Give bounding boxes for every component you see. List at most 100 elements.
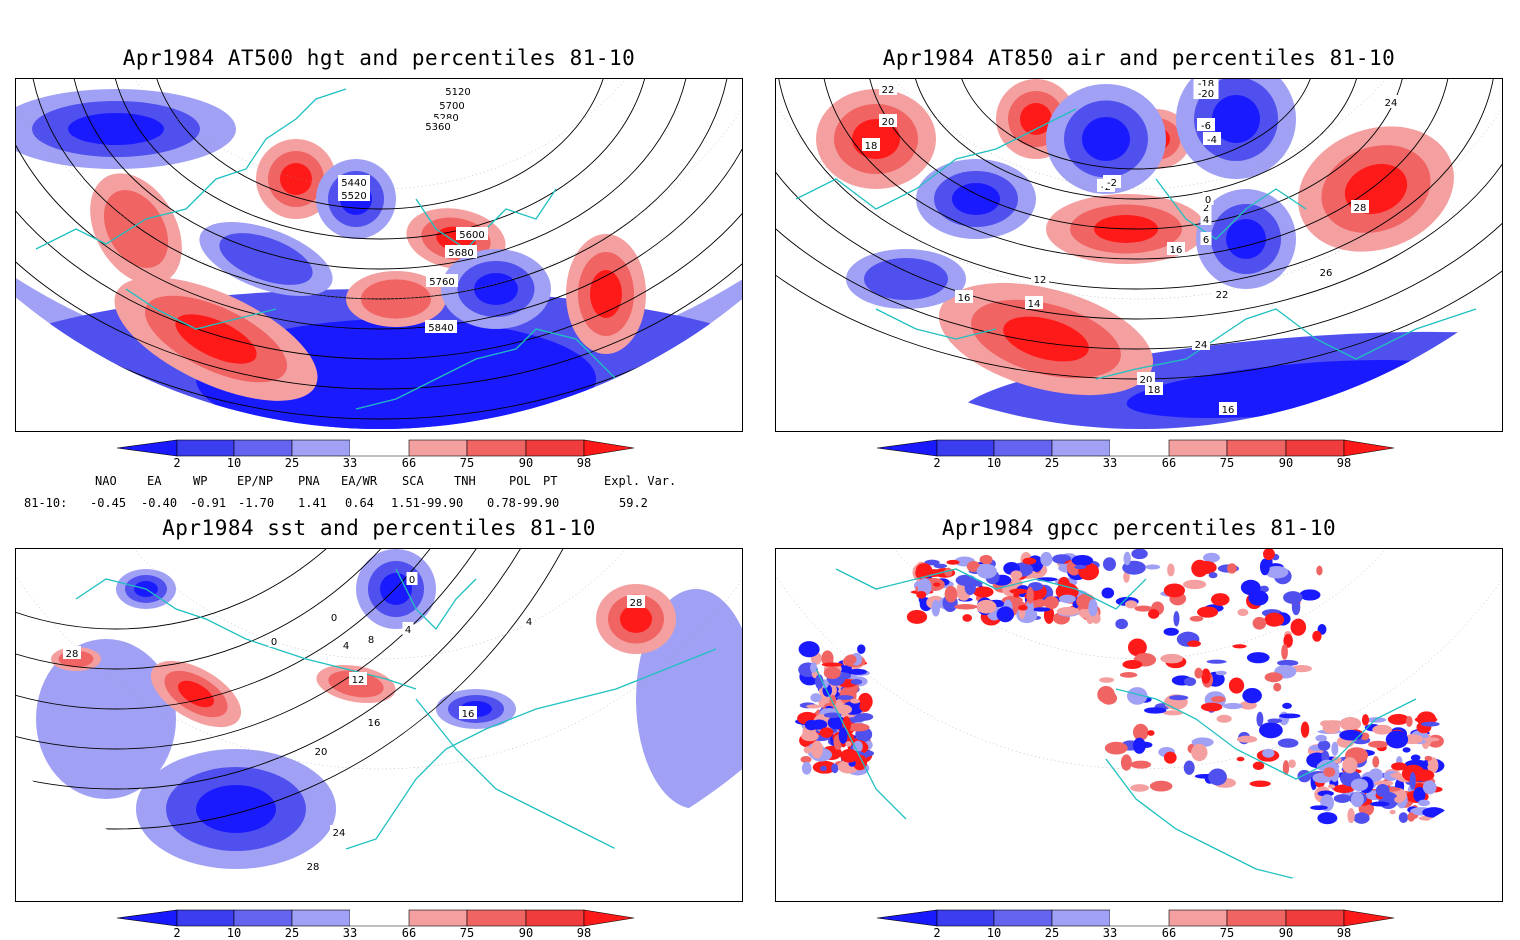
precip-anomaly-patch [1327,784,1336,789]
precip-anomaly-patch [1339,717,1362,731]
precip-anomaly-patch [1211,593,1230,606]
coastline [35,88,347,250]
precip-anomaly-patch [1252,616,1267,630]
precip-anomaly-patch [806,704,822,709]
colorbar-tick-label: 66 [1161,926,1177,940]
precip-anomaly-patch [811,740,824,759]
precip-anomaly-patch [1350,791,1364,808]
tele-row-label: 81-10: [24,496,68,510]
coastline [795,108,1077,210]
tele-val-pol-pt: 0.78-99.90 [487,496,560,510]
precip-anomaly-patch [1368,740,1389,748]
colorbar-segment-gt98 [583,439,635,457]
negative-anomaly-arctic [68,113,164,145]
positive-anomaly-north [1020,103,1052,135]
teleconnection-table: NAO EA WP EP/NP PNA EA/WR SCA TNH POL PT… [0,474,700,514]
precip-anomaly-patch [1202,552,1220,563]
tele-header-wp: WP [193,474,208,488]
contour-label-bg [1192,337,1210,350]
gpcc-map-canvas [776,549,1502,899]
tele-header-eawr: EA/WR [341,474,378,488]
contour-label-bg [312,744,330,757]
contour-label: 28 [307,862,320,873]
precip-anomaly-patch [1147,730,1155,736]
contour-label: 18 [1148,385,1161,396]
precip-anomaly-patch [924,559,940,566]
colorbar-tick-label: 66 [401,926,417,940]
precip-anomaly-patch [1122,659,1143,669]
precip-anomaly-patch [1022,557,1037,565]
colorbar-tick-label: 25 [284,456,300,470]
precip-anomaly-patch [1074,564,1087,570]
precip-anomaly-patch [1350,778,1369,792]
precip-anomaly-patch [1333,794,1351,803]
contour-label: 16 [1170,245,1183,256]
contour-label: 16 [462,709,475,720]
precip-anomaly-patch [1026,599,1034,617]
colorbar-sst [116,909,647,931]
contour-label: 22 [882,85,895,96]
contour-label-bg [402,622,414,635]
contour-label-bg [328,610,340,623]
colorbar-tick-label: 75 [1219,456,1235,470]
negative-anomaly-atlantic [196,785,276,833]
contour-label-bg [442,84,474,97]
contour-label: 5760 [429,277,454,288]
colorbar-tick-label: 90 [1278,926,1294,940]
contour-label: 5600 [459,230,484,241]
coastline [395,568,477,631]
contour-label-bg [365,715,383,728]
contour-label: 2 [1203,203,1209,214]
precip-anomaly-patch [1163,751,1177,764]
contour-label-bg [862,138,880,151]
map-field [16,79,742,429]
contour-label-bg [1200,200,1212,213]
precip-anomaly-patch [1317,740,1331,751]
precip-anomaly-patch [1057,576,1070,592]
contour-label: 5120 [445,87,470,98]
contour-label: 6 [1203,235,1209,246]
precip-anomaly-patch [1427,757,1439,774]
contour-label: 14 [1028,299,1041,310]
precip-anomaly-patch [1228,677,1245,694]
colorbar-segment-lt2 [116,439,178,457]
precip-anomaly-patch [966,560,981,572]
contour-label: 16 [368,718,381,729]
precip-anomaly-patch [1134,605,1153,612]
colorbar-tick-label: 33 [1102,926,1118,940]
precip-anomaly-patch [1258,722,1283,739]
precip-anomaly-patch [1288,759,1296,768]
colorbar-tick-label: 66 [401,456,417,470]
contour-line [16,549,459,630]
contour-label-bg [330,825,348,838]
colorbar-segment-lt2 [876,439,938,457]
precip-anomaly-patch [976,599,997,614]
contour-label: 16 [1222,405,1235,416]
contour-label: 4 [526,617,532,628]
contour-label-bg [1137,372,1155,385]
tele-val-ea: -0.40 [141,496,178,510]
colorbar-segment-gt98 [1343,439,1395,457]
panel-title-hgt: Apr1984 AT500 hgt and percentiles 81-10 [122,46,636,70]
contour-label-bg [445,245,477,258]
precip-anomaly-patch [914,582,932,587]
colorbar-tick-label: 10 [226,456,242,470]
negative-anomaly-west [952,183,1000,215]
map-gpcc [775,548,1503,902]
precip-anomaly-patch [1160,653,1184,664]
precip-anomaly-patch [1132,723,1149,741]
colorbar-segment-66-75 [408,439,468,457]
negative-anomaly-west [219,233,313,285]
precip-anomaly-patch [810,719,828,730]
precip-anomaly-patch [1222,702,1243,710]
precip-anomaly-patch [964,579,976,595]
tele-val-pna: 1.41 [298,496,327,510]
precip-anomaly-patch [803,746,812,754]
precip-anomaly-patch [838,727,848,744]
contour-label-bg [523,614,535,627]
precip-anomaly-patch [836,704,852,715]
precip-anomaly-patch [1232,644,1247,649]
precip-anomaly-patch [1387,713,1409,725]
precip-anomaly-patch [1208,572,1218,579]
precip-anomaly-patch [823,666,841,680]
